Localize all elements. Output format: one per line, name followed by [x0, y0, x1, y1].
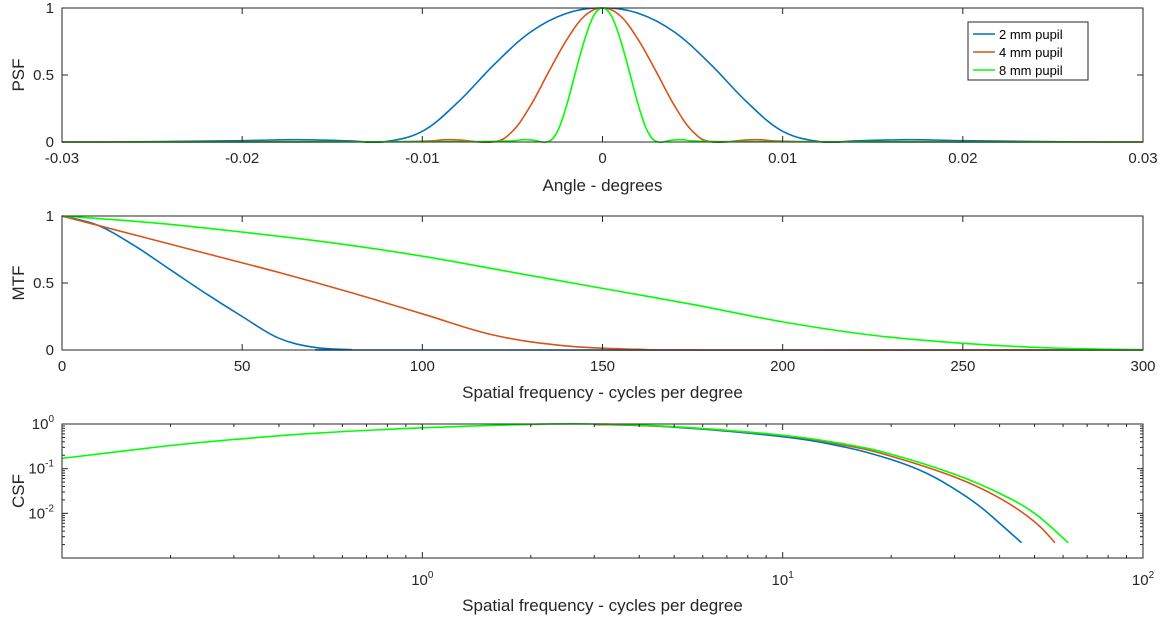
- x-tick-label: 0.01: [768, 150, 797, 167]
- y-tick-label: 10-1: [28, 459, 54, 478]
- y-tick-label: 0: [46, 134, 54, 151]
- x-tick-label: 150: [590, 358, 615, 375]
- series-line-3: [62, 423, 1069, 544]
- y-tick-label-exp: 0: [48, 414, 54, 425]
- x-tick-label: 101: [772, 570, 795, 589]
- y-tick-label-exp: -2: [45, 503, 54, 514]
- y-tick-label: 0.5: [33, 275, 54, 292]
- plot-area: [62, 216, 1143, 350]
- x-tick-label: 50: [234, 358, 251, 375]
- y-tick-label: 0.5: [33, 67, 54, 84]
- x-tick-label: 100: [411, 570, 434, 589]
- x-tick-label-base: 10: [1132, 572, 1149, 589]
- y-tick-label: 10-2: [28, 503, 54, 522]
- plot-area: [62, 424, 1143, 558]
- y-tick-label: 1: [46, 208, 54, 225]
- x-tick-label-exp: 1: [788, 570, 794, 581]
- legend: 2 mm pupil 4 mm pupil 8 mm pupil: [967, 21, 1089, 81]
- y-tick-label-base: 10: [28, 461, 45, 478]
- axes-box: [61, 423, 1144, 559]
- y-tick-label-exp: -1: [45, 459, 54, 470]
- legend-entry-2: 4 mm pupil: [999, 45, 1063, 60]
- x-tick-label-exp: 0: [428, 570, 434, 581]
- legend-entry-3: 8 mm pupil: [999, 63, 1063, 78]
- y-axis-label: CSF: [9, 474, 28, 508]
- x-tick-label-base: 10: [772, 572, 789, 589]
- series-group: [62, 423, 1069, 544]
- x-tick-label: 0.03: [1128, 150, 1157, 167]
- x-tick-label: 200: [770, 358, 795, 375]
- series-line-3: [62, 215, 1143, 351]
- x-tick-label: 300: [1130, 358, 1155, 375]
- x-tick-label: -0.03: [45, 150, 79, 167]
- y-tick-label: 0: [46, 342, 54, 359]
- x-tick-label-base: 10: [411, 572, 428, 589]
- y-axis-label: PSF: [9, 58, 28, 91]
- x-tick-label: 0.02: [948, 150, 977, 167]
- y-tick-label: 1: [46, 0, 54, 17]
- x-tick-label: 0: [598, 150, 606, 167]
- x-axis-label: Angle - degrees: [542, 176, 662, 195]
- mtf-panel: 0 50 100 150 200 250 300 0 0.5 1 Spatial frequency…: [9, 208, 1156, 402]
- y-tick-label-base: 10: [32, 416, 49, 433]
- x-axis-label: Spatial frequency - cycles per degree: [462, 596, 743, 615]
- x-tick-label: 100: [410, 358, 435, 375]
- x-tick-label-exp: 2: [1149, 570, 1155, 581]
- y-tick-label-base: 10: [28, 505, 45, 522]
- y-axis-label: MTF: [9, 266, 28, 301]
- plot-area: [62, 8, 1143, 142]
- x-axis-label: Spatial frequency - cycles per degree: [462, 383, 743, 402]
- x-tick-label: -0.01: [405, 150, 439, 167]
- y-tick-label: 100: [32, 414, 55, 433]
- x-tick-label: 250: [950, 358, 975, 375]
- x-tick-label: 102: [1132, 570, 1155, 589]
- x-tick-label: -0.02: [225, 150, 259, 167]
- psf-panel: -0.03 -0.02 -0.01 0 0.01 0.02 0.03 0 0.5 1 Angle -…: [9, 0, 1158, 195]
- x-tick-label: 0: [58, 358, 66, 375]
- legend-entry-1: 2 mm pupil: [999, 27, 1063, 42]
